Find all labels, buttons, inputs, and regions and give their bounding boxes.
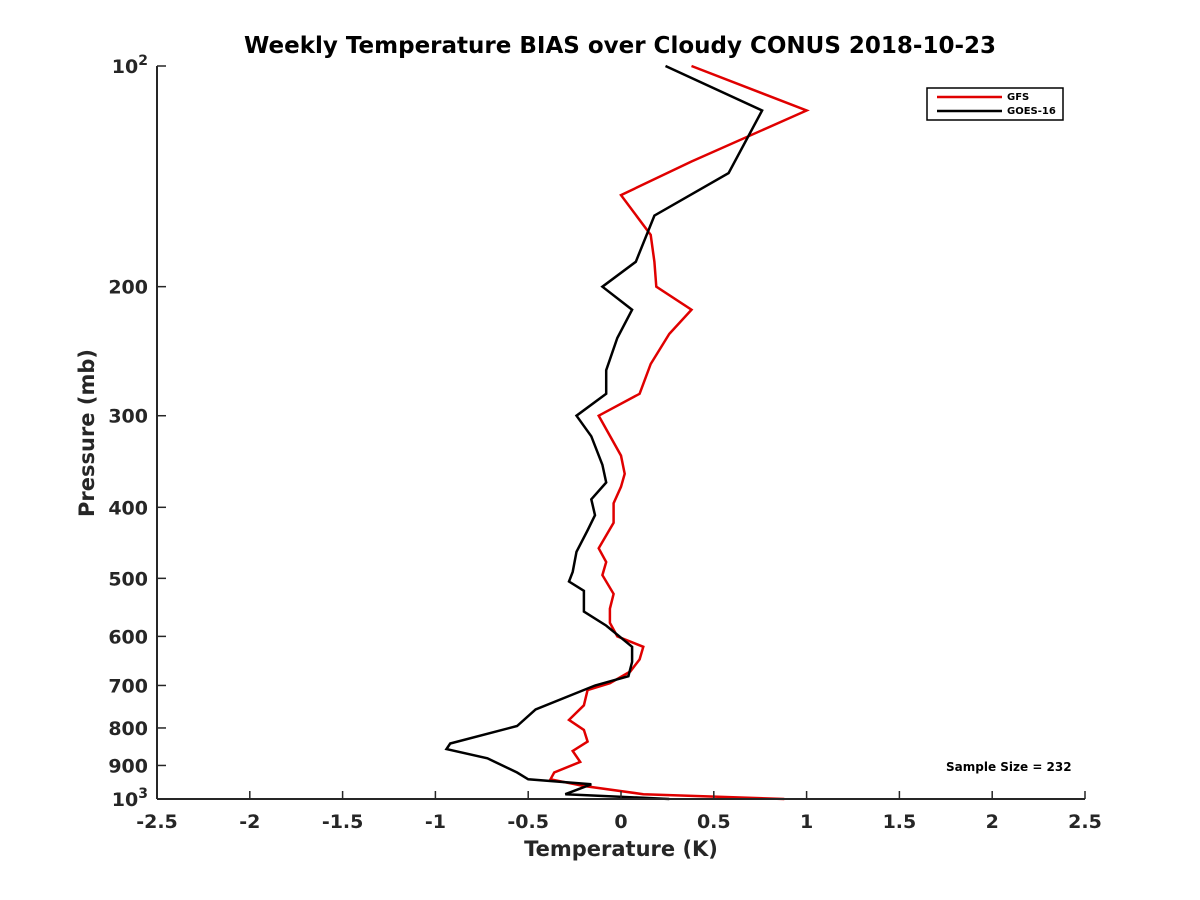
x-ticks: -2.5 -2 -1.5 -1 -0.5 0 0.5 1 1.5 2 2.5 [136, 791, 1102, 833]
x-tick-label: 0.5 [697, 811, 731, 833]
y-tick-label: 800 [108, 718, 148, 740]
x-tick-label: 0 [614, 811, 627, 833]
series-layer [444, 64, 810, 801]
series-line-gfs [548, 64, 810, 801]
legend: GFS GOES-16 [926, 87, 1064, 121]
sample-size-annotation: Sample Size = 232 [946, 760, 1072, 774]
x-tick-label: -2 [239, 811, 260, 833]
x-tick-label: -2.5 [136, 811, 178, 833]
y-ticks: 102 200 300 400 500 600 700 800 900 103 [108, 53, 166, 811]
x-tick-label: 2.5 [1068, 811, 1102, 833]
x-tick-label: -1.5 [322, 811, 364, 833]
series-line-goes-16 [444, 64, 764, 801]
y-tick-label: 400 [108, 497, 148, 519]
x-tick-label: 2 [986, 811, 999, 833]
x-tick-label: -1 [425, 811, 446, 833]
chart-title: Weekly Temperature BIAS over Cloudy CONU… [244, 33, 996, 59]
x-axis-label: Temperature (K) [524, 837, 718, 861]
legend-label-goes-16: GOES-16 [1007, 106, 1056, 117]
y-tick-label: 103 [112, 786, 148, 811]
y-tick-label: 102 [112, 53, 148, 78]
y-axis-label: Pressure (mb) [75, 349, 99, 517]
y-tick-label: 600 [108, 626, 148, 648]
y-tick-label: 300 [108, 406, 148, 428]
x-tick-label: 1.5 [883, 811, 917, 833]
plot-area [157, 66, 1085, 799]
x-tick-label: 1 [800, 811, 813, 833]
y-tick-label: 700 [108, 675, 148, 697]
y-tick-label: 500 [108, 568, 148, 590]
x-tick-label: -0.5 [507, 811, 549, 833]
y-tick-label: 200 [108, 277, 148, 299]
legend-label-gfs: GFS [1007, 92, 1029, 103]
legend-box [926, 87, 1064, 121]
y-tick-label: 900 [108, 755, 148, 777]
